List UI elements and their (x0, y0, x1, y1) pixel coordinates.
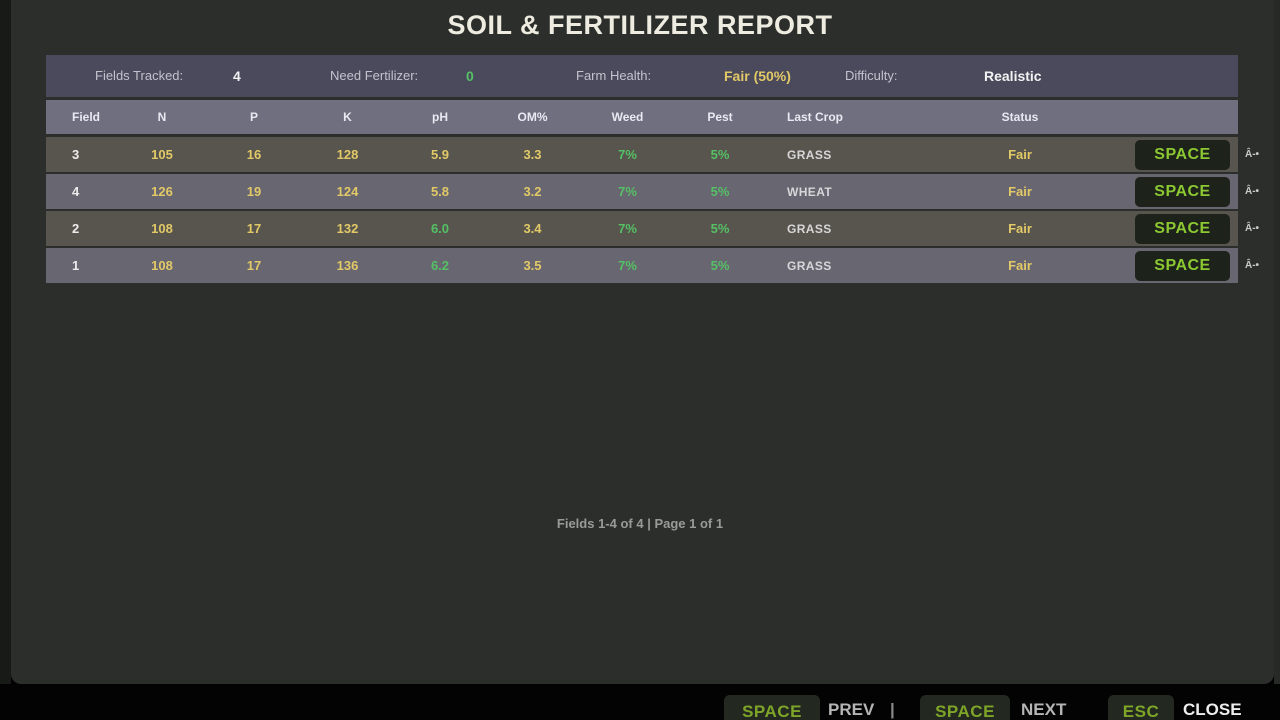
cell-last-crop: GRASS (787, 147, 832, 162)
cell-weed: 7% (618, 258, 637, 273)
col-header-ph: pH (432, 110, 448, 124)
key-hint-bar: SPACE PREV | SPACE NEXT ESC CLOSE (0, 684, 1280, 720)
close-button[interactable]: CLOSE (1183, 700, 1242, 719)
next-button[interactable]: NEXT (1021, 700, 1067, 719)
cell-field: 1 (72, 258, 80, 273)
cell-p: 17 (246, 221, 262, 236)
col-header-weed: Weed (611, 110, 644, 124)
cell-ph: 6.0 (430, 221, 450, 236)
cell-weed: 7% (618, 147, 637, 162)
cell-om: 3.3 (523, 147, 542, 162)
esc-key-button[interactable]: ESC (1108, 695, 1174, 720)
cell-last-crop: GRASS (787, 258, 832, 273)
cell-pest: 5% (710, 221, 730, 236)
cell-k: 128 (336, 147, 359, 162)
cell-last-crop: GRASS (787, 221, 832, 236)
farm-health-value: Fair (50%) (724, 68, 791, 84)
cell-p: 19 (246, 184, 262, 199)
cell-k: 132 (336, 221, 359, 236)
col-header-k: K (343, 110, 352, 124)
col-header-last-crop: Last Crop (787, 110, 844, 124)
col-header-om: OM% (517, 110, 548, 124)
footer-separator: | (890, 700, 895, 719)
row-key-hint-glyph: Â-• (1245, 186, 1260, 197)
fields-tracked-value: 4 (233, 68, 241, 84)
table-row: 1 108 17 136 6.2 3.5 7% 5% GRASS Fair SP… (46, 248, 1278, 283)
screen-edge-right (1274, 0, 1280, 720)
cell-n: 126 (151, 184, 173, 199)
cell-status: Fair (1008, 258, 1032, 273)
cell-ph: 5.9 (430, 147, 450, 162)
summary-bar: Fields Tracked: 4 Need Fertilizer: 0 Far… (46, 55, 1238, 97)
cell-n: 108 (151, 221, 173, 236)
need-fertilizer-value: 0 (466, 68, 474, 84)
cell-field: 2 (72, 221, 80, 236)
cell-status: Fair (1008, 184, 1032, 199)
cell-n: 105 (151, 147, 173, 162)
cell-p: 17 (246, 258, 262, 273)
cell-ph: 6.2 (430, 258, 450, 273)
table-row: 2 108 17 132 6.0 3.4 7% 5% GRASS Fair SP… (46, 211, 1278, 246)
row-key-hint-glyph: Â-• (1245, 223, 1260, 234)
col-header-pest: Pest (707, 110, 733, 124)
difficulty-label: Difficulty: (845, 68, 898, 83)
cell-p: 16 (246, 147, 262, 162)
space-next-key-button[interactable]: SPACE (920, 695, 1010, 720)
cell-pest: 5% (710, 258, 730, 273)
cell-weed: 7% (618, 221, 637, 236)
cell-om: 3.5 (523, 258, 542, 273)
cell-n: 108 (151, 258, 173, 273)
cell-status: Fair (1008, 147, 1032, 162)
need-fertilizer-label: Need Fertilizer: (330, 68, 419, 83)
cell-k: 124 (336, 184, 359, 199)
difficulty-value: Realistic (984, 68, 1042, 84)
page-title: SOIL & FERTILIZER REPORT (447, 10, 833, 40)
space-prev-key-button[interactable]: SPACE (724, 695, 820, 720)
col-header-p: P (249, 110, 258, 124)
cell-field: 4 (72, 184, 80, 199)
cell-status: Fair (1008, 221, 1032, 236)
col-header-status: Status (1001, 110, 1039, 124)
cell-field: 3 (72, 147, 80, 162)
farm-health-label: Farm Health: (576, 68, 652, 83)
col-header-n: N (157, 110, 167, 124)
cell-pest: 5% (710, 147, 730, 162)
cell-last-crop: WHEAT (787, 184, 833, 199)
cell-weed: 7% (618, 184, 637, 199)
cell-pest: 5% (710, 184, 730, 199)
table-row: 3 105 16 128 5.9 3.3 7% 5% GRASS Fair SP… (46, 137, 1278, 172)
cell-k: 136 (336, 258, 359, 273)
screen-edge-left (0, 0, 11, 720)
cell-om: 3.4 (523, 221, 542, 236)
pagination-status: Fields 1-4 of 4 | Page 1 of 1 (556, 516, 724, 531)
table-row: 4 126 19 124 5.8 3.2 7% 5% WHEAT Fair SP… (46, 174, 1278, 209)
cell-ph: 5.8 (430, 184, 450, 199)
row-key-hint-glyph: Â-• (1245, 260, 1260, 271)
col-header-field: Field (72, 110, 101, 124)
space-key-button[interactable]: SPACE (1135, 176, 1230, 207)
cell-om: 3.2 (523, 184, 542, 199)
space-key-button[interactable]: SPACE (1135, 139, 1230, 170)
space-key-button[interactable]: SPACE (1135, 213, 1230, 244)
fields-tracked-label: Fields Tracked: (95, 68, 184, 83)
space-key-button[interactable]: SPACE (1135, 250, 1230, 281)
row-key-hint-glyph: Â-• (1245, 149, 1260, 160)
table-header-row: Field N P K pH OM% Weed Pest Last Crop S… (46, 100, 1238, 134)
prev-button[interactable]: PREV (828, 700, 875, 719)
